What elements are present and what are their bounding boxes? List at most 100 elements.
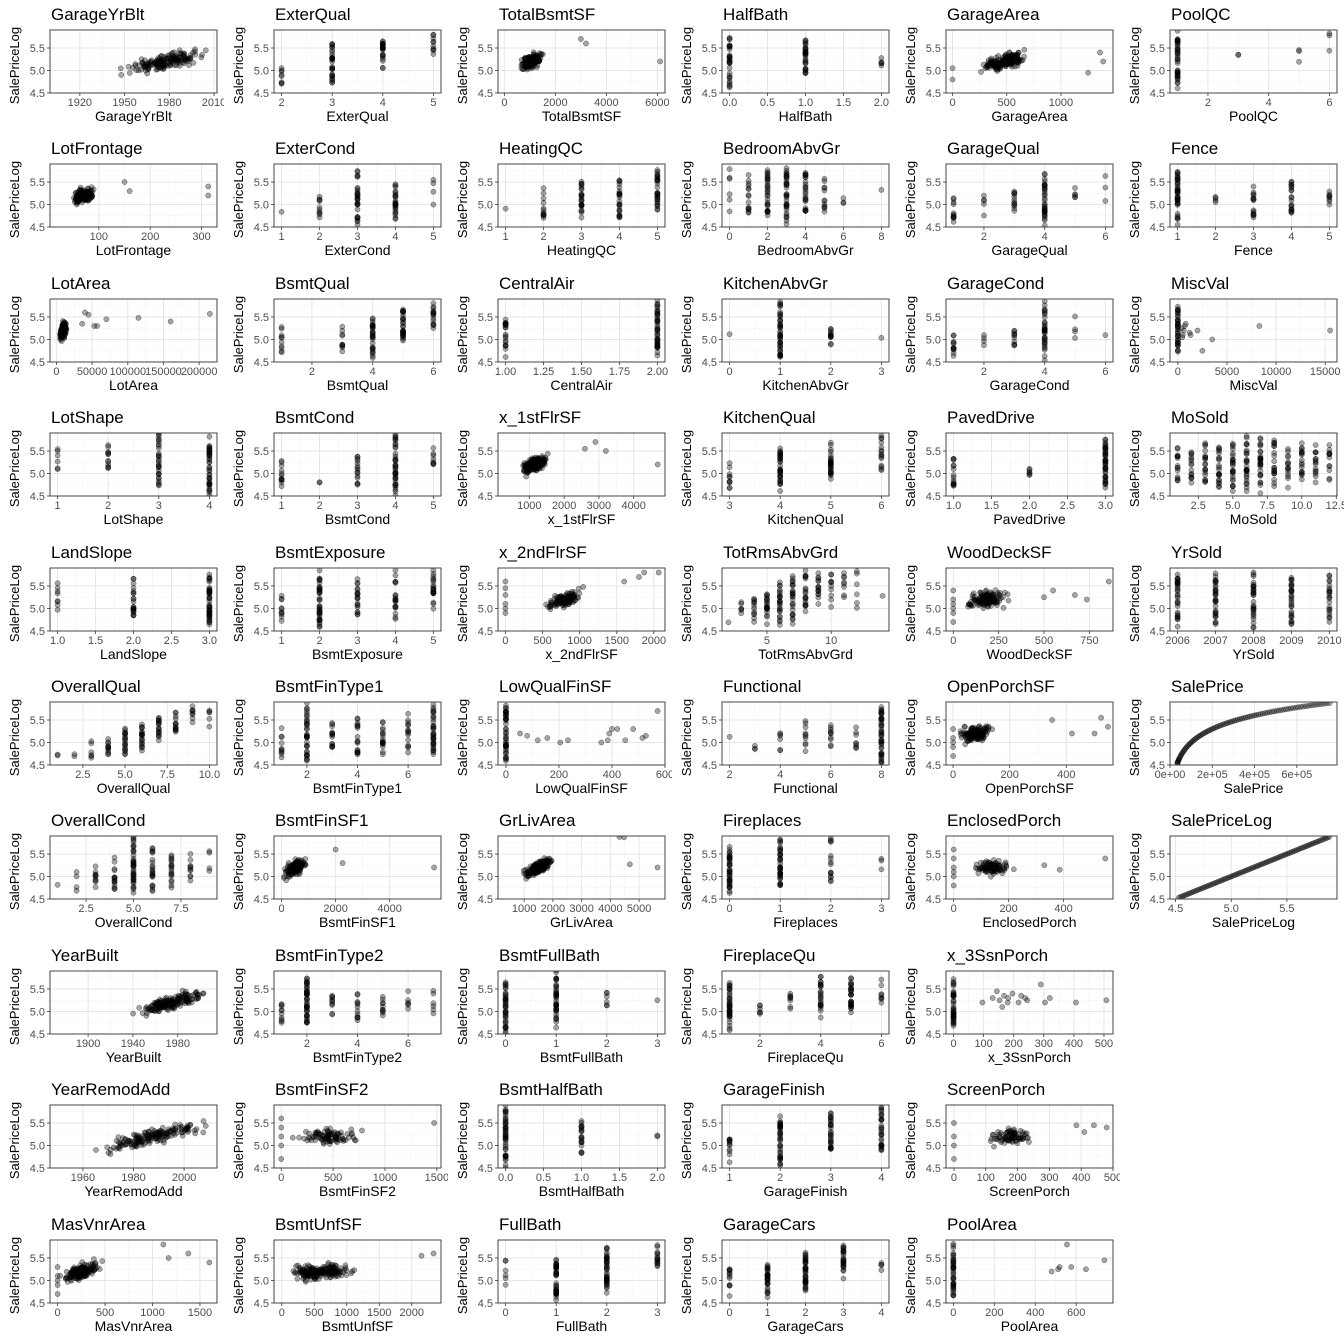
scatter-point xyxy=(1041,195,1048,202)
x-axis-label: HalfBath xyxy=(779,108,833,124)
scatter-point xyxy=(392,480,399,487)
points-layer xyxy=(725,567,886,628)
y-tick-label: 5.0 xyxy=(926,334,941,346)
scatter-point xyxy=(354,586,361,592)
scatter-point xyxy=(630,726,637,732)
scatter-point xyxy=(105,458,112,464)
scatter-point xyxy=(1250,586,1257,593)
scatter-point xyxy=(392,462,399,469)
x-axis-label: LotShape xyxy=(104,511,164,527)
scatter-point xyxy=(827,440,834,446)
panel-title: BsmtCond xyxy=(275,408,354,427)
scatter-point xyxy=(379,58,386,64)
scatter-point xyxy=(1285,459,1291,466)
scatter-point xyxy=(1041,593,1047,600)
scatter-point xyxy=(354,738,361,744)
scatter-point xyxy=(88,740,95,747)
x-tick-label: 5 xyxy=(654,231,660,243)
scatter-point xyxy=(540,185,547,192)
scatter-point xyxy=(1102,332,1109,338)
x-tick-label: 600 xyxy=(656,769,672,781)
scatter-point xyxy=(503,709,509,715)
scatter-point xyxy=(1243,474,1250,481)
scatter-point xyxy=(149,61,155,68)
scatter-point xyxy=(776,589,783,596)
x-tick-label: 5 xyxy=(430,97,436,109)
panel-border xyxy=(945,163,1114,228)
scatter-point xyxy=(1326,467,1333,474)
scatter-point xyxy=(1072,185,1078,192)
scatter-point xyxy=(1102,468,1109,475)
scatter-point xyxy=(1174,602,1181,609)
scatter-point xyxy=(981,193,987,199)
scatter-point xyxy=(654,332,661,338)
scatter-point xyxy=(316,615,323,621)
scatter-point xyxy=(155,55,162,61)
scatter-point xyxy=(1102,460,1109,467)
scatter-point xyxy=(726,175,733,181)
scatter-point xyxy=(878,444,885,451)
plot-background xyxy=(50,701,217,765)
scatter-point xyxy=(1212,591,1219,598)
scatter-point xyxy=(764,212,771,219)
scatter-point xyxy=(189,719,196,726)
panel-title: LotFrontage xyxy=(51,139,143,158)
y-tick-label: 5.0 xyxy=(926,469,941,481)
scatter-point xyxy=(130,575,137,582)
scatter-point xyxy=(1174,453,1181,460)
scatter-point xyxy=(1041,184,1048,190)
scatter-point xyxy=(616,201,623,208)
scatter-point xyxy=(751,599,757,606)
scatter-point xyxy=(580,583,587,590)
scatter-point xyxy=(176,47,183,54)
scatter-point xyxy=(776,582,783,588)
scatter-point xyxy=(802,174,809,181)
x-tick-label: 2.5 xyxy=(164,635,179,647)
scatter-point xyxy=(1250,569,1257,575)
scatter-point xyxy=(145,65,152,72)
scatter-point xyxy=(430,573,437,580)
scatter-point xyxy=(329,720,336,726)
y-tick-label: 4.5 xyxy=(478,357,493,369)
scatter-point xyxy=(316,596,323,603)
y-tick-label: 5.0 xyxy=(30,334,45,346)
scatter-point xyxy=(988,602,994,609)
chart-panel-OpenPorchSF: 0 200 400 4.5 5.0 5.5 OpenPorchSF OpenPorchSF Sa… xyxy=(896,672,1120,806)
scatter-point xyxy=(777,747,784,753)
scatter-point xyxy=(1243,447,1250,454)
scatter-point xyxy=(878,758,885,765)
scatter-point xyxy=(802,742,809,748)
chart-svg: 3 4 5 64.55.05.5KitchenQualKitchenQualSaleP… xyxy=(679,408,890,527)
scatter-point xyxy=(1257,459,1264,465)
scatter-point xyxy=(1011,208,1018,215)
y-axis-label: SalePriceLog xyxy=(455,27,470,104)
scatter-point xyxy=(1174,177,1181,184)
x-tick-label: 1.5 xyxy=(88,635,103,647)
panel-title: TotRmsAbvGrd xyxy=(723,543,838,562)
scatter-point xyxy=(105,444,112,450)
scatter-point xyxy=(1002,63,1009,70)
scatter-point xyxy=(392,477,399,484)
scatter-point xyxy=(802,724,809,731)
scatter-point xyxy=(82,309,88,316)
points-layer xyxy=(950,578,1112,625)
scatter-point xyxy=(133,67,140,73)
scatter-point xyxy=(827,724,834,731)
x-tick-label: 0 xyxy=(502,635,508,647)
scatter-point xyxy=(545,603,552,610)
scatter-point xyxy=(1188,454,1195,461)
scatter-point xyxy=(841,592,847,598)
scatter-point xyxy=(278,339,285,345)
scatter-point xyxy=(1187,331,1194,338)
scatter-point xyxy=(1174,613,1181,620)
scatter-point xyxy=(1229,483,1236,490)
scatter-point xyxy=(1202,442,1209,449)
scatter-point xyxy=(1174,37,1181,44)
scatter-point xyxy=(105,451,112,458)
scatter-point xyxy=(1250,196,1257,203)
scatter-point xyxy=(79,320,85,327)
x-tick-label: 3 xyxy=(354,231,360,243)
y-tick-label: 5.5 xyxy=(702,715,717,727)
panel-title: KitchenQual xyxy=(723,408,816,427)
y-tick-label: 5.5 xyxy=(1150,312,1165,324)
